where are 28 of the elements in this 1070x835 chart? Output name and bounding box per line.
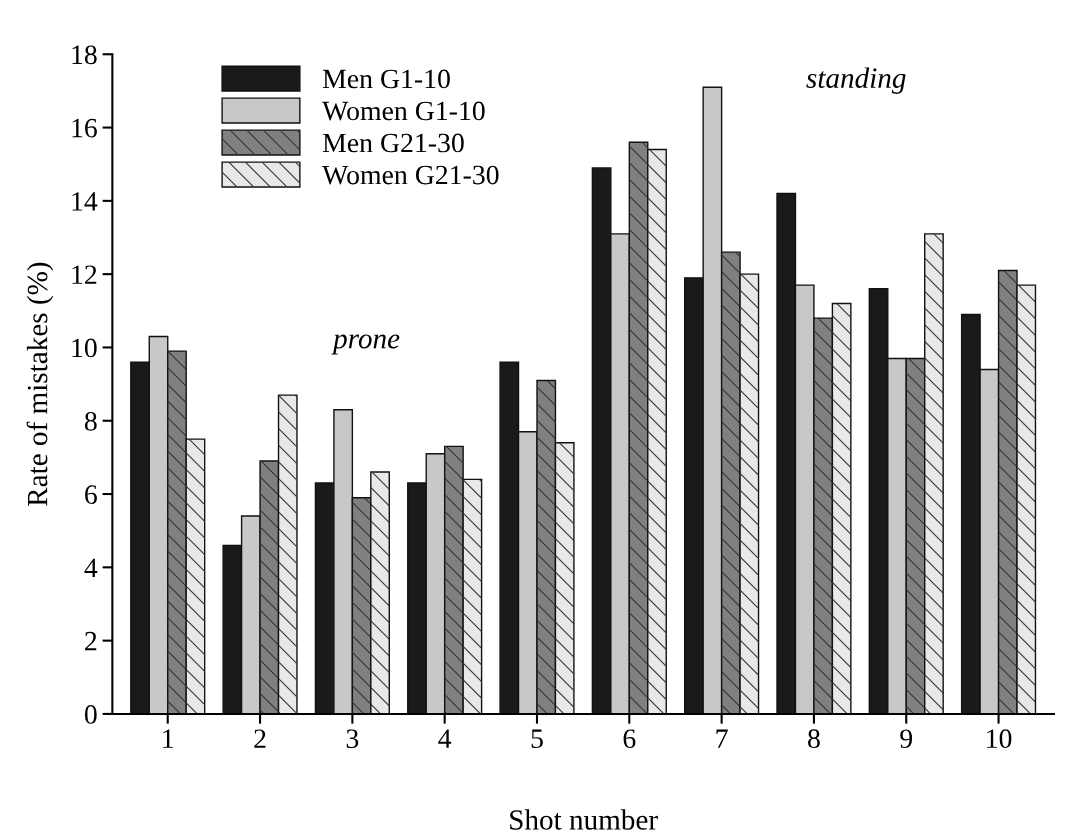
annotation: prone [331,334,400,355]
x-tick-label: 1 [163,729,174,748]
x-tick-label: 8 [808,729,820,749]
x-tick-label: 7 [716,729,728,748]
y-tick-label: 14 [72,192,98,211]
x-axis-title: Shot number [510,809,658,830]
x-tick-label: 3 [346,729,359,749]
legend-label: Women G1-10 [322,101,485,121]
annotation: standing [806,67,906,94]
y-tick-label: 2 [85,631,97,651]
x-tick-label: 6 [623,729,636,749]
y-tick-label: 16 [72,118,97,138]
x-tick-label: 2 [254,729,266,748]
y-axis-title: Rate of mistakes (%) [26,262,54,506]
y-tick-label: 12 [72,265,97,284]
y-tick-label: 18 [72,45,97,65]
y-tick-label: 0 [84,705,97,724]
x-tick-label: 5 [531,729,543,749]
legend-label: Men G21-30 [322,133,464,153]
y-tick-label: 4 [84,558,98,577]
legend-label: Women G21-30 [322,165,499,185]
legend-label: Men G1-10 [322,69,450,89]
y-tick-label: 8 [84,411,97,431]
x-tick-label: 4 [438,729,452,748]
x-tick-label: 10 [987,729,1012,749]
y-tick-label: 6 [85,485,97,504]
x-tick-label: 9 [900,729,913,749]
y-tick-label: 10 [72,338,97,358]
